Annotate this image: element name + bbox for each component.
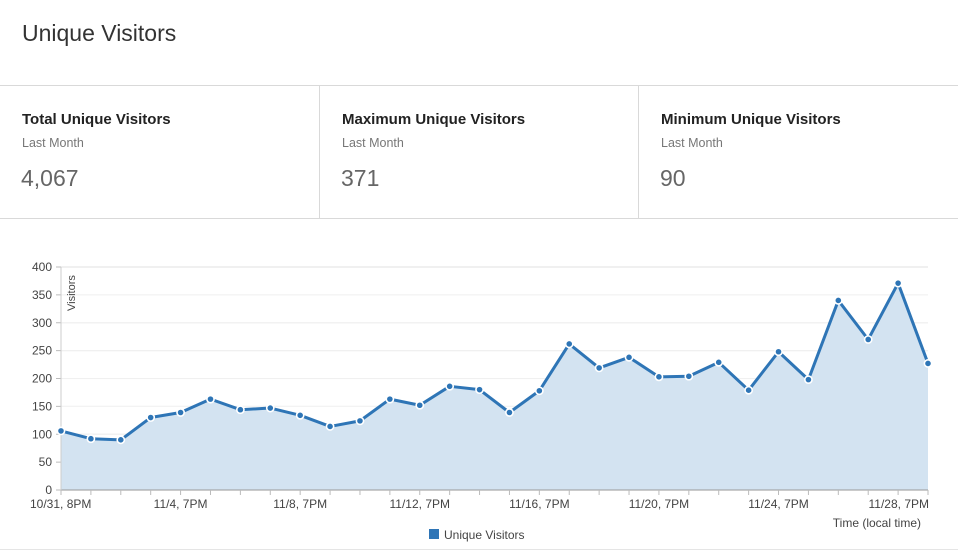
legend-label: Unique Visitors — [444, 528, 524, 542]
stat-period: Last Month — [661, 136, 723, 150]
data-point — [235, 405, 245, 415]
data-point — [325, 422, 335, 431]
data-point — [505, 408, 514, 417]
legend: Unique Visitors — [429, 528, 524, 542]
data-point — [116, 435, 126, 445]
x-tick-label: 11/16, 7PM — [509, 497, 569, 511]
data-point — [714, 357, 724, 367]
stat-label: Total Unique Visitors — [22, 111, 171, 128]
data-point — [774, 347, 783, 357]
visitors-chart: 0 50 100 150 200 250 300 350 400 10/31, 8PM 11/4, … — [30, 260, 933, 542]
data-point — [415, 400, 425, 410]
y-tick-label: 0 — [45, 483, 52, 497]
legend-swatch — [429, 529, 439, 539]
data-point — [385, 394, 395, 404]
data-point — [445, 381, 455, 391]
data-point — [475, 385, 484, 395]
data-point — [355, 416, 365, 426]
stat-value: 4,067 — [21, 165, 79, 191]
data-point — [56, 426, 66, 436]
y-tick-label: 100 — [32, 427, 52, 441]
x-tick-label: 11/28, 7PM — [869, 497, 929, 511]
data-point — [893, 278, 903, 288]
data-point — [265, 403, 275, 413]
data-point — [295, 410, 305, 420]
data-point — [833, 296, 843, 305]
y-tick-label: 150 — [32, 399, 52, 413]
data-point — [863, 335, 873, 344]
data-point — [594, 363, 604, 373]
stat-period: Last Month — [22, 136, 84, 150]
data-point — [654, 372, 664, 382]
data-point — [744, 385, 754, 395]
series-area — [60, 281, 930, 490]
data-point — [206, 394, 215, 404]
stats-row: Total Unique Visitors Last Month 4,067 M… — [0, 86, 958, 219]
y-tick-label: 400 — [32, 260, 52, 274]
x-tick-label: 11/24, 7PM — [748, 497, 808, 511]
bottom-divider — [0, 549, 958, 550]
x-tick-label: 11/12, 7PM — [390, 497, 450, 511]
data-point — [86, 434, 96, 444]
data-point — [923, 359, 933, 368]
y-tick-label: 50 — [39, 455, 53, 469]
stat-label: Minimum Unique Visitors — [661, 111, 841, 128]
stat-total: Total Unique Visitors Last Month 4,067 — [0, 86, 319, 218]
x-tick-label: 10/31, 8PM — [30, 497, 91, 511]
x-tick-label: 11/4, 7PM — [154, 497, 208, 511]
x-axis-label: Time (local time) — [833, 516, 921, 530]
y-axis-label: Visitors — [66, 275, 78, 311]
page-header: Unique Visitors — [0, 0, 958, 86]
chart-container: 0 50 100 150 200 250 300 350 400 10/31, 8PM 11/4, … — [0, 219, 958, 552]
data-point — [684, 371, 694, 381]
data-point — [534, 386, 544, 396]
series-points — [56, 278, 933, 445]
series-line — [60, 281, 930, 442]
stat-period: Last Month — [342, 136, 404, 150]
data-point — [176, 408, 185, 417]
stat-minimum: Minimum Unique Visitors Last Month 90 — [638, 86, 958, 218]
data-point — [624, 352, 634, 362]
stat-value: 90 — [660, 165, 686, 191]
stat-value: 371 — [341, 165, 380, 191]
y-tick-label: 250 — [32, 344, 52, 358]
data-point — [564, 339, 574, 349]
stat-label: Maximum Unique Visitors — [342, 111, 526, 128]
axes: 0 50 100 150 200 250 300 350 400 10/31, 8PM 11/4, … — [30, 260, 929, 511]
y-tick-label: 300 — [32, 316, 52, 330]
y-tick-label: 200 — [32, 372, 52, 386]
area-fill — [61, 283, 928, 490]
page-title: Unique Visitors — [22, 20, 177, 46]
x-tick-label: 11/20, 7PM — [629, 497, 689, 511]
data-point — [804, 375, 813, 385]
stat-maximum: Maximum Unique Visitors Last Month 371 — [319, 86, 638, 218]
y-tick-label: 350 — [32, 288, 52, 302]
data-point — [146, 413, 156, 422]
x-tick-label: 11/8, 7PM — [273, 497, 327, 511]
